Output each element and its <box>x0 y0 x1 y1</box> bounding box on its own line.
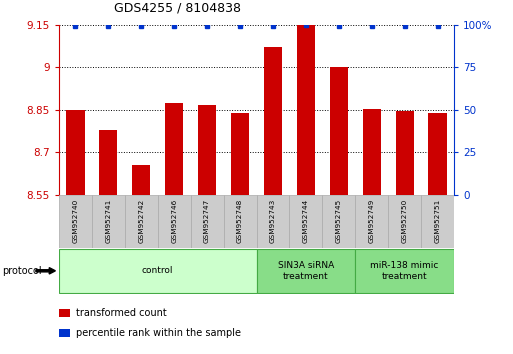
Bar <box>330 67 348 195</box>
Bar <box>322 195 355 248</box>
Bar <box>59 195 92 248</box>
Text: GSM952743: GSM952743 <box>270 199 276 244</box>
Text: GSM952740: GSM952740 <box>72 199 78 244</box>
Text: GSM952741: GSM952741 <box>105 199 111 244</box>
Bar <box>224 195 256 248</box>
Text: GSM952742: GSM952742 <box>139 199 144 244</box>
Text: transformed count: transformed count <box>76 308 167 318</box>
Bar <box>132 165 150 195</box>
Bar <box>264 47 282 195</box>
Text: GSM952747: GSM952747 <box>204 199 210 244</box>
Bar <box>355 195 388 248</box>
Text: GSM952745: GSM952745 <box>336 199 342 244</box>
Bar <box>92 195 125 248</box>
Bar <box>256 249 355 293</box>
Bar <box>256 195 289 248</box>
Text: GSM952746: GSM952746 <box>171 199 177 244</box>
Bar <box>66 110 85 195</box>
Bar <box>289 195 322 248</box>
Text: miR-138 mimic
treatment: miR-138 mimic treatment <box>370 261 439 281</box>
Bar <box>428 113 447 195</box>
Bar <box>231 113 249 195</box>
Bar <box>396 111 413 195</box>
Bar <box>421 195 454 248</box>
Text: GSM952749: GSM952749 <box>369 199 374 244</box>
Bar <box>100 130 117 195</box>
Text: GSM952744: GSM952744 <box>303 199 309 244</box>
Bar <box>363 109 381 195</box>
Text: GSM952751: GSM952751 <box>435 199 441 244</box>
Bar <box>198 105 216 195</box>
Bar <box>191 195 224 248</box>
Bar <box>297 25 315 195</box>
Text: GSM952748: GSM952748 <box>237 199 243 244</box>
Text: protocol: protocol <box>3 266 42 276</box>
Bar <box>355 249 454 293</box>
Text: control: control <box>142 266 173 275</box>
Bar <box>125 195 158 248</box>
Bar <box>158 195 191 248</box>
Text: percentile rank within the sample: percentile rank within the sample <box>76 328 242 338</box>
Bar <box>59 249 256 293</box>
Text: GDS4255 / 8104838: GDS4255 / 8104838 <box>114 1 241 14</box>
Text: GSM952750: GSM952750 <box>402 199 408 244</box>
Text: SIN3A siRNA
treatment: SIN3A siRNA treatment <box>278 261 334 281</box>
Bar <box>165 103 183 195</box>
Bar <box>388 195 421 248</box>
